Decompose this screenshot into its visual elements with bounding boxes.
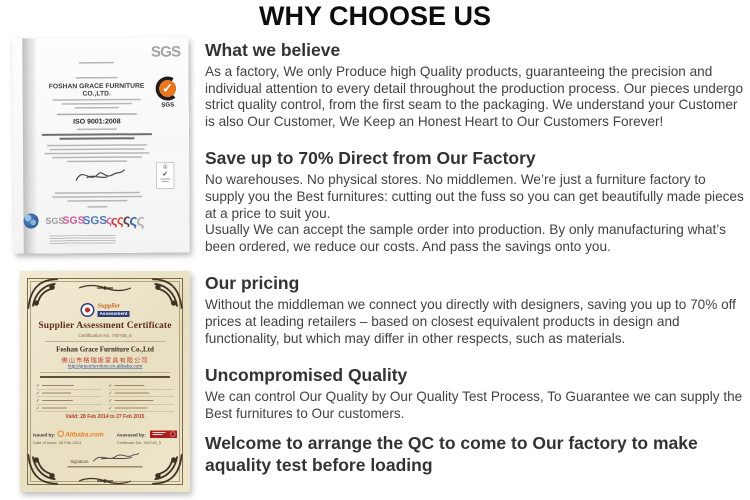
certified-company-name: FOSHAN GRACE FURNITURE CO.,LTD. [48, 81, 145, 98]
section-heading: Uncompromised Quality [205, 365, 408, 386]
signature-line [67, 466, 143, 468]
blurred-text-line [52, 98, 141, 101]
check-icon: ✓ [36, 397, 40, 403]
checklist-item: ✓ [108, 382, 174, 390]
blurred-text-line [61, 102, 132, 105]
signature-icon [93, 453, 140, 462]
check-icon: ✓ [108, 382, 113, 388]
supplier-company-name-chinese: 佛山市格瑞斯家具有限公司 [61, 357, 149, 364]
blurred-text-line [40, 376, 170, 378]
closing-statement: Welcome to arrange the QC to come to Our… [205, 433, 698, 476]
section-heading: What we believe [205, 40, 341, 60]
issue-date: Date of Issue: 28 Feb 2014 [33, 440, 82, 446]
flourish-icon [26, 452, 60, 486]
assessment-checklist: ✓ ✓ ✓ ✓ ✓ ✓ ✓ ✓ [36, 382, 174, 412]
blurred-text-line [67, 160, 128, 163]
sgs-brand-footer: SGS SGS SGS ς ς ς ς ς ς [23, 210, 147, 230]
fine-print-block [49, 234, 116, 246]
blurred-text-line [78, 61, 114, 64]
sgs-seal-check-icon: SGS [154, 76, 182, 108]
sgs-swoosh-icon: ς [135, 210, 147, 230]
section-paragraph: Without the middleman we connect you dir… [205, 297, 736, 346]
content-column: What we believe As a factory, We only Pr… [205, 40, 745, 476]
certificate-title: Supplier Assessment Certificate [38, 320, 172, 331]
section-what-we-believe: What we believe As a factory, We only Pr… [205, 40, 745, 130]
signature-icon [72, 164, 127, 189]
checklist-item: ✓ [108, 390, 174, 397]
ornament-icon [77, 280, 133, 292]
supplier-assessment-certificate-image: Supplier Assessment Supplier Assessment … [20, 271, 190, 492]
check-icon: ✓ [36, 405, 40, 411]
ukas-accreditation-badge: ♔ ✓ [156, 162, 175, 189]
blurred-text-line [87, 205, 108, 208]
certificate-footer: Issued by: Alibaba.com Date of Issue: 28… [33, 430, 177, 445]
checklist-item: ✓ [36, 397, 102, 405]
blurred-text-line [56, 113, 137, 116]
section-paragraph: We can control Our Quality by Our Qualit… [205, 389, 743, 421]
checklist-item: ✓ [108, 405, 174, 412]
section-paragraph: Usually We can accept the sample order i… [205, 222, 726, 254]
check-icon: ✓ [162, 169, 169, 178]
blurred-text-line [54, 191, 140, 194]
bureau-veritas-logo [150, 430, 177, 439]
section-paragraph: No warehouses. No physical stores. No mi… [205, 172, 744, 221]
blurred-text-line [46, 144, 148, 147]
check-icon: ✓ [108, 405, 113, 411]
divider [40, 372, 170, 373]
signature-block: Signature [20, 451, 190, 468]
alibaba-mark-icon [57, 430, 64, 437]
blurred-text-line [75, 76, 118, 79]
section-uncompromised-quality: Uncompromised Quality We can control Our… [205, 365, 745, 422]
supplier-company-name: Foshan Grace Furniture Co.,Ltd [56, 346, 154, 354]
check-icon: ✓ [36, 390, 40, 396]
page-title: WHY CHOOSE US [258, 1, 492, 31]
blurred-text-line [59, 137, 135, 140]
flourish-icon [26, 277, 60, 311]
blurred-text-line [49, 148, 145, 151]
alibaba-logo: Alibaba.com [57, 430, 104, 438]
section-heading: Save up to 70% Direct from Our Factory [205, 148, 536, 169]
supplier-assessment-logo: Supplier Assessment [20, 302, 190, 318]
divider [45, 341, 165, 342]
iso-standard-label: ISO 9001:2008 [73, 116, 121, 126]
certificate-number-footer: Certificate No. 740745_5 [116, 440, 162, 446]
section-save-direct-from-factory: Save up to 70% Direct from Our Factory N… [205, 148, 745, 255]
blurred-text-line [76, 128, 117, 131]
issued-by-label: Issued by: [33, 432, 56, 438]
sgs-wordmark: SGS [62, 214, 85, 227]
ornament-icon [77, 473, 133, 485]
section-paragraph: As a factory, We only Produce high Quali… [205, 64, 744, 129]
checklist-item: ✓ [36, 382, 102, 390]
checklist-item: ✓ [36, 405, 102, 412]
checklist-item: ✓ [108, 397, 174, 405]
checklist-item: ✓ [36, 390, 102, 397]
globe-icon [23, 213, 39, 229]
sgs-certificate-image: SGS FOSHAN GRACE FURNITURE CO.,LTD. ISO … [12, 37, 190, 254]
assessment-seal-icon [80, 302, 95, 317]
flourish-icon [150, 452, 184, 486]
certification-number: Certification No. 740745_5 [78, 333, 132, 338]
check-icon: ✓ [108, 390, 113, 396]
blurred-text-line [52, 156, 143, 159]
supplier-url: http://gracefurniture.en.alibaba.com [67, 363, 143, 370]
section-our-pricing: Our pricing Without the middleman we con… [205, 273, 745, 347]
check-icon: ✓ [108, 397, 113, 403]
section-heading: Our pricing [205, 273, 300, 294]
blurred-text-line [74, 106, 119, 109]
sgs-logo: SGS [150, 43, 181, 61]
assessed-by-label: Assessed by: [116, 432, 146, 438]
blurred-text-line [41, 133, 152, 136]
validity-dates: Valid: 28 Feb 2014 to 27 Feb 2015 [65, 414, 145, 420]
blurred-text-line [44, 152, 150, 155]
flourish-icon [150, 277, 184, 311]
signature-label: Signature [70, 459, 89, 464]
sgs-wordmark: SGS [82, 213, 108, 227]
check-icon: ✓ [36, 382, 40, 388]
blurred-text-line [67, 199, 128, 202]
blurred-text-line [52, 195, 143, 198]
